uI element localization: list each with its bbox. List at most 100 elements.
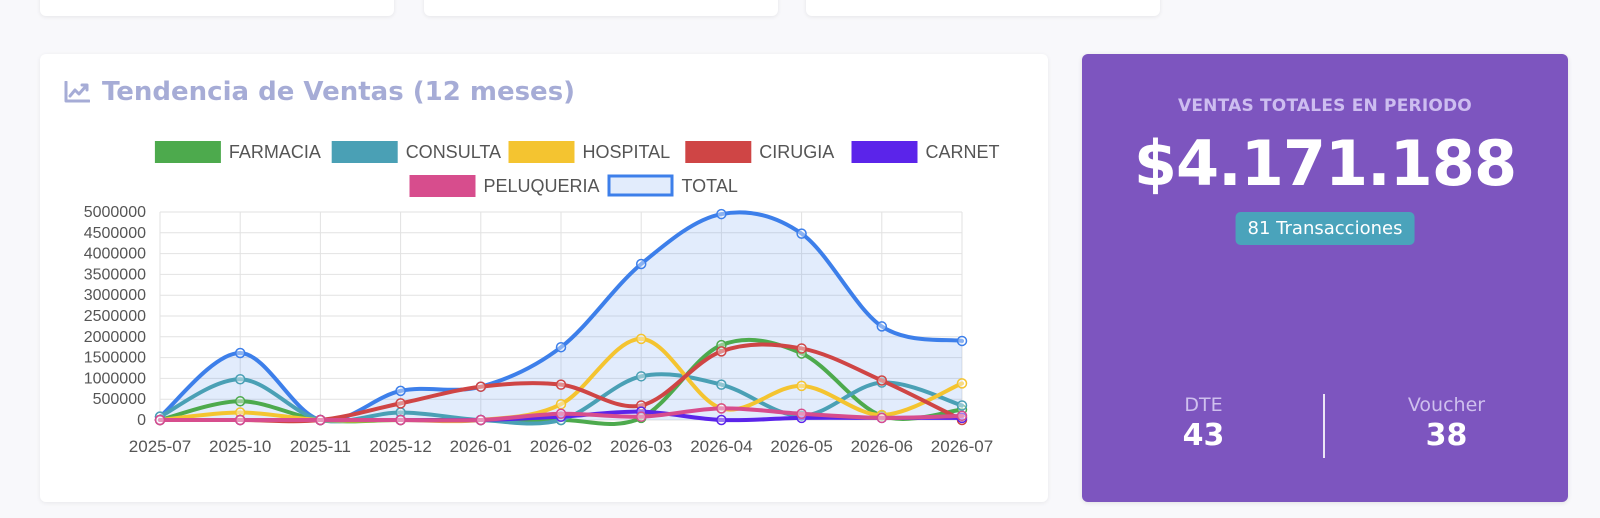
data-point-consulta [716, 379, 727, 390]
data-point-peluqueria [234, 414, 246, 426]
summary-card-3 [806, 0, 1160, 16]
split-divider [1323, 394, 1325, 458]
legend-swatch-hospital [508, 141, 575, 163]
x-tick-label: 2026-01 [450, 437, 512, 456]
chart-title: Tendencia de Ventas (12 meses) [64, 74, 575, 110]
y-tick-label: 500000 [93, 391, 146, 408]
voucher-label: Voucher [1407, 394, 1486, 416]
legend-label-consulta: CONSULTA [406, 142, 501, 162]
y-tick-label: 5000000 [84, 204, 146, 221]
legend-swatch-carnet [851, 141, 918, 163]
sales-total-amount: $4.171.188 [1133, 127, 1517, 200]
data-point-hospital [234, 407, 246, 418]
series-line-total [158, 210, 964, 423]
sales-trend-chart: 0 500000 1000000 1500000 2000000 2500000 30000… [84, 141, 1000, 456]
y-tick-label: 1000000 [84, 370, 146, 387]
data-point-peluqueria [876, 412, 888, 424]
data-point-cirugia [475, 381, 487, 392]
data-point-peluqueria [555, 408, 567, 420]
dte-label: DTE [1184, 394, 1223, 416]
data-point-carnet [716, 414, 727, 426]
voucher-value: 38 [1425, 418, 1468, 453]
data-point-peluqueria [635, 411, 647, 422]
legend-item-cirugia: CIRUGIA [685, 141, 834, 163]
data-point-cirugia [395, 398, 406, 409]
legend-swatch-cirugia [685, 141, 752, 163]
data-point-peluqueria [716, 403, 727, 414]
data-point-hospital [635, 333, 647, 345]
series-line-peluqueria [158, 406, 964, 423]
legend-item-total: TOTAL [607, 174, 738, 197]
data-point-cirugia [796, 343, 807, 354]
y-tick-label: 4500000 [84, 225, 146, 242]
summary-card-2 [424, 0, 778, 16]
sales-total-card: VENTAS TOTALES EN PERIODO $4.171.188 81 … [1082, 54, 1568, 502]
legend-item-consulta: CONSULTA [331, 141, 501, 163]
dte-value: 43 [1182, 418, 1225, 453]
legend-item-farmacia: FARMACIA [154, 141, 321, 163]
legend-swatch-peluqueria [409, 175, 476, 197]
y-tick-label: 2500000 [84, 308, 146, 325]
data-point-consulta [635, 371, 647, 382]
data-point-peluqueria [796, 408, 807, 420]
x-tick-label: 2026-03 [610, 437, 672, 456]
data-point-hospital [796, 380, 807, 392]
x-tick-label: 2025-12 [369, 437, 431, 456]
legend-swatch-consulta [331, 141, 398, 163]
y-tick-label: 3000000 [84, 287, 146, 304]
line-chart-icon [64, 81, 90, 103]
y-tick-label: 2000000 [84, 329, 146, 346]
data-point-peluqueria [395, 414, 406, 426]
data-point-peluqueria [475, 414, 487, 426]
x-tick-label: 2026-06 [851, 437, 913, 456]
legend-swatch-total [607, 174, 674, 197]
sales-total-label: VENTAS TOTALES EN PERIODO [1178, 96, 1472, 116]
data-point-hospital [956, 378, 968, 389]
legend-label-cirugia: CIRUGIA [759, 142, 834, 162]
data-point-peluqueria [154, 414, 166, 426]
chart-title-text: Tendencia de Ventas (12 meses) [102, 77, 576, 107]
x-tick-label: 2025-11 [290, 437, 351, 456]
legend-label-hospital: HOSPITAL [583, 142, 671, 162]
sales-trend-card [40, 54, 1048, 502]
data-point-total [876, 321, 888, 332]
data-point-total [956, 335, 968, 347]
legend-item-carnet: CARNET [851, 141, 1000, 163]
series-line-consulta [158, 372, 964, 426]
data-point-total [635, 258, 647, 270]
legend-item-hospital: HOSPITAL [508, 141, 671, 163]
voucher-stat: Voucher 38 [1325, 394, 1568, 453]
data-point-total [234, 347, 246, 359]
data-point-total [716, 208, 727, 220]
legend-label-total: TOTAL [682, 176, 738, 196]
data-point-total [796, 228, 807, 239]
series-line-farmacia [158, 337, 964, 426]
y-tick-label: 4000000 [84, 246, 146, 263]
legend-swatch-farmacia [154, 141, 221, 163]
data-point-peluqueria [956, 410, 968, 422]
data-point-cirugia [716, 346, 727, 357]
x-tick-label: 2026-04 [690, 437, 752, 456]
dte-stat: DTE 43 [1082, 394, 1325, 453]
data-point-farmacia [234, 396, 246, 407]
data-point-consulta [234, 373, 246, 385]
x-tick-label: 2026-05 [770, 437, 832, 456]
x-tick-label: 2025-07 [129, 437, 191, 456]
data-point-total [395, 385, 406, 397]
data-point-cirugia [876, 375, 888, 386]
x-tick-label: 2026-02 [530, 437, 592, 456]
data-point-consulta [956, 400, 968, 411]
x-tick-label: 2026-07 [931, 437, 993, 456]
legend-label-carnet: CARNET [926, 142, 1000, 162]
document-split: DTE 43 Voucher 38 [1082, 394, 1568, 458]
data-point-cirugia [555, 379, 567, 390]
summary-card-1 [40, 0, 394, 16]
y-tick-label: 0 [137, 412, 146, 429]
data-point-hospital [555, 398, 567, 410]
legend-item-peluqueria: PELUQUERIA [409, 175, 600, 197]
y-tick-label: 1500000 [84, 350, 146, 367]
x-tick-label: 2025-10 [209, 437, 271, 456]
legend-label-peluqueria: PELUQUERIA [484, 176, 600, 196]
data-point-total [555, 341, 567, 353]
y-tick-label: 3500000 [84, 266, 146, 283]
